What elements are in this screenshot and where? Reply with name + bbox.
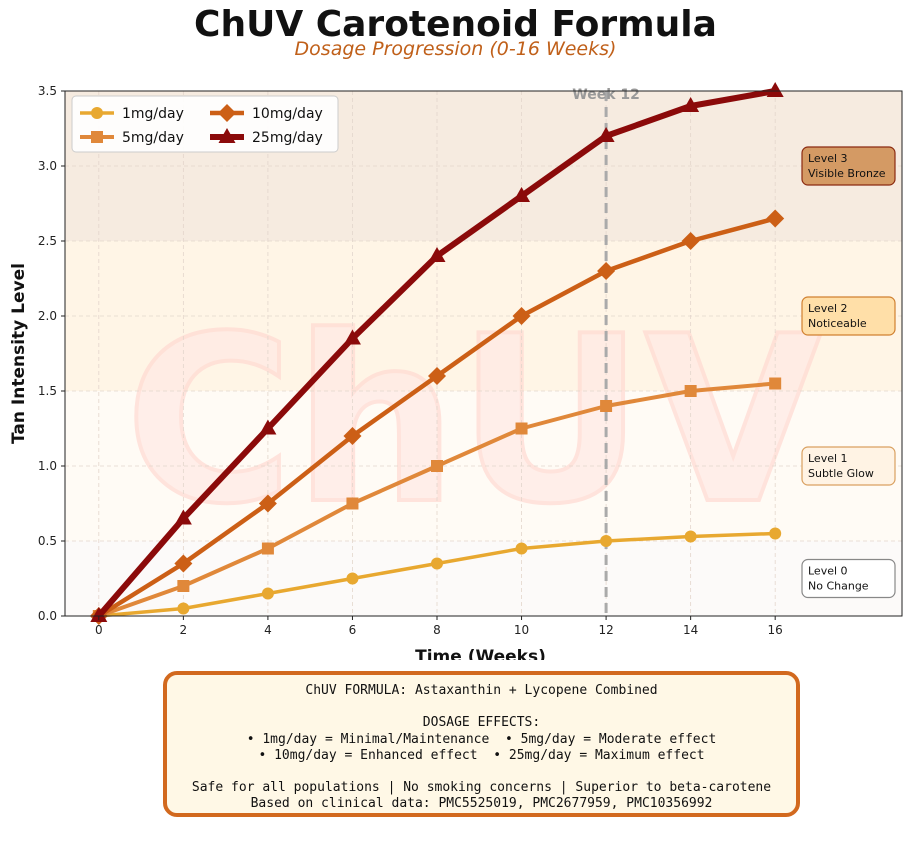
data-point (428, 367, 446, 385)
x-tick-label: 0 (95, 623, 103, 637)
level-description: Subtle Glow (808, 467, 874, 480)
data-point (769, 377, 782, 390)
x-tick-label: 10 (514, 623, 529, 637)
level-description: Noticeable (808, 317, 867, 330)
legend-label: 5mg/day (122, 130, 184, 146)
data-point (261, 542, 274, 555)
x-axis-label: Time (Weeks) (415, 647, 546, 660)
data-point (174, 554, 193, 573)
level-annotation: Level 2 Noticeable (801, 296, 896, 336)
level-name: Level 0 (808, 565, 848, 578)
legend: 1mg/day 5mg/day 10mg/day 25mg/day (71, 95, 339, 153)
x-tick-label: 16 (768, 623, 783, 637)
legend-marker (218, 104, 236, 122)
legend-label: 25mg/day (252, 130, 323, 146)
x-tick-label: 4 (264, 623, 272, 637)
watermark-text: ChUV (125, 288, 822, 555)
data-point (431, 557, 443, 570)
level-band (65, 241, 902, 391)
data-point (177, 580, 190, 592)
x-tick-label: 6 (349, 623, 357, 637)
level-box (801, 296, 896, 336)
data-point (431, 460, 443, 472)
info-line: Safe for all populations | No smoking co… (191, 780, 772, 796)
level-name: Level 3 (808, 152, 848, 165)
data-point (684, 385, 697, 397)
data-point (682, 97, 700, 112)
y-tick-label: 2.0 (38, 309, 57, 323)
level-description: Visible Bronze (808, 167, 886, 180)
y-tick-label: 0.0 (38, 609, 57, 623)
week-12-label: Week 12 (572, 87, 640, 103)
y-tick-label: 2.5 (38, 234, 57, 248)
data-point (513, 187, 531, 202)
y-tick-label: 3.0 (38, 159, 57, 173)
level-annotation: Level 0 No Change (801, 558, 896, 599)
x-tick-label: 14 (683, 623, 698, 637)
data-point (515, 422, 528, 435)
data-point (684, 530, 697, 543)
info-line (167, 764, 796, 780)
y-tick-label: 1.0 (38, 459, 57, 473)
data-point (346, 497, 359, 510)
data-point (346, 572, 359, 585)
data-point (258, 494, 277, 513)
data-point (174, 509, 192, 525)
data-point (515, 542, 528, 555)
data-point (512, 307, 531, 325)
data-point (769, 527, 782, 540)
y-axis-label: Tan Intensity Level (9, 263, 29, 444)
level-annotation: Level 1 Subtle Glow (801, 446, 896, 486)
legend-box (71, 95, 339, 153)
data-point (261, 587, 274, 600)
level-band (65, 391, 902, 541)
data-point (428, 247, 446, 262)
data-point (90, 607, 108, 622)
data-point (343, 329, 361, 345)
x-tick-label: 2 (180, 623, 188, 637)
info-line (167, 699, 796, 715)
data-point (600, 400, 613, 412)
level-name: Level 1 (808, 452, 848, 465)
legend-label: 1mg/day (122, 106, 184, 122)
y-tick-label: 1.5 (38, 384, 57, 398)
chart-title: ChUV Carotenoid Formula (194, 4, 717, 45)
data-point (766, 209, 785, 228)
plot-frame (64, 90, 903, 617)
legend-marker (218, 128, 236, 143)
legend-marker (91, 107, 103, 119)
level-description: No Change (808, 580, 869, 593)
level-name: Level 2 (808, 302, 848, 315)
level-box (801, 146, 896, 186)
chart-subtitle: Dosage Progression (0-16 Weeks) (294, 38, 617, 60)
info-line: Based on clinical data: PMC5525019, PMC2… (250, 796, 713, 812)
x-tick-label: 8 (433, 623, 441, 637)
info-line: ChUV FORMULA: Astaxanthin + Lycopene Com… (305, 683, 658, 698)
data-point (681, 232, 700, 250)
level-box (801, 558, 896, 599)
data-point (597, 127, 615, 142)
level-box (801, 446, 896, 486)
info-line: DOSAGE EFFECTS: (422, 715, 541, 731)
data-point (343, 427, 362, 445)
level-annotation: Level 3 Visible Bronze (801, 146, 896, 186)
info-line: • 10mg/day = Enhanced effect • 25mg/day … (258, 747, 705, 763)
data-point (597, 262, 616, 280)
x-tick-label: 12 (598, 623, 613, 637)
legend-label: 10mg/day (252, 106, 323, 122)
legend-marker (91, 131, 103, 143)
y-tick-label: 3.5 (38, 84, 57, 98)
info-line: • 1mg/day = Minimal/Maintenance • 5mg/da… (246, 731, 717, 747)
data-point (600, 535, 613, 547)
data-point (177, 602, 190, 615)
formula-info-box: ChUV FORMULA: Astaxanthin + Lycopene Com… (163, 671, 800, 817)
line-chart: ChUV Week 12 0 2 4 6 8 10 12 14 16 0.0 0.5 1.0 1.5 2.0 2… (9, 82, 903, 660)
y-tick-label: 0.5 (38, 534, 57, 548)
data-point (259, 419, 277, 435)
data-point (766, 82, 784, 97)
